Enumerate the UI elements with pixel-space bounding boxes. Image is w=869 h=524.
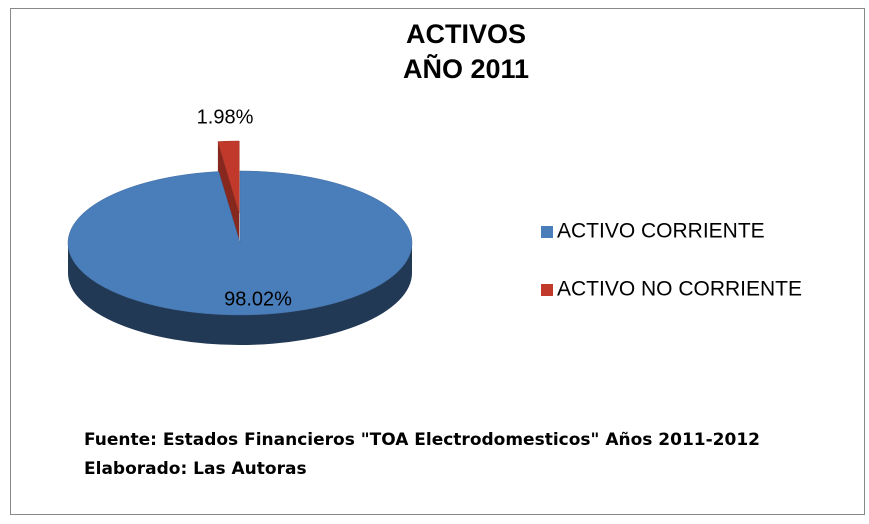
slice-side [68,243,412,345]
note: Elaborado: Las Autoras [84,459,307,479]
legend-label: ACTIVO CORRIENTE [557,220,765,243]
slice [67,170,413,316]
chart-subtitle: AÑO 2011 [403,53,529,84]
chart-title: ACTIVOS [406,19,526,49]
legend-swatch [541,284,553,296]
legend-label: ACTIVO NO CORRIENTE [557,278,802,301]
legend-swatch [541,226,553,238]
value-label: 98.02% [224,288,292,310]
slice-cut [217,141,240,244]
slice [217,140,240,214]
note: Fuente: Estados Financieros "TOA Electro… [84,430,760,450]
value-label: 1.98% [197,106,254,128]
